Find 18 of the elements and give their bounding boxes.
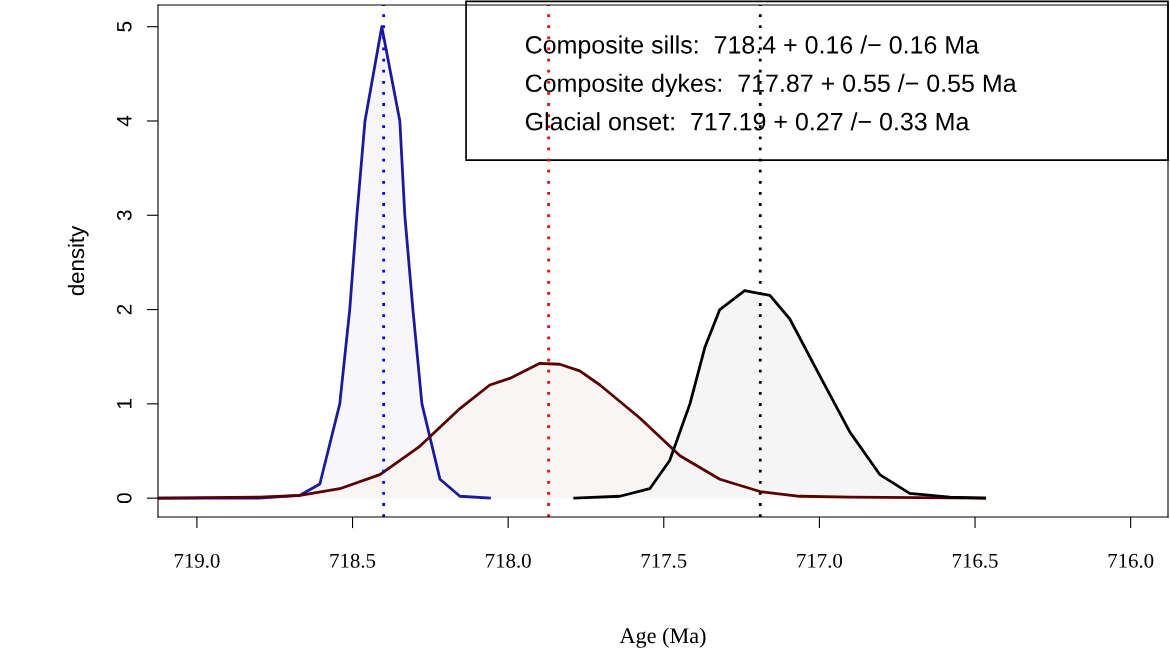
x-axis-title: Age (Ma) [619,627,706,648]
y-tick-label: 1 [117,399,132,409]
annotation: Glacial onset: 717.19 + 0.27 /− 0.33 Ma [525,112,970,131]
x-tick-label: 718.5 [330,553,376,568]
y-tick-label: 5 [117,21,132,32]
annotation: Composite sills: 718.4 + 0.16 /− 0.16 Ma [525,35,980,59]
x-tick-label: 718.0 [486,553,531,568]
x-tick-label: 717.5 [641,553,687,568]
y-tick-label: 4 [117,115,132,127]
y-tick-label: 3 [116,210,132,221]
y-tick-label: 0 [116,493,132,504]
y-axis-title: density [67,225,89,296]
x-tick-label: 716.5 [952,553,998,568]
y-tick-label: 2 [116,304,132,315]
annotation: Composite dykes: 717.87 + 0.55 /− 0.55 Ma [525,73,1017,98]
x-tick-label: 719.0 [174,553,220,568]
x-tick-label: 716.0 [1108,553,1154,568]
x-tick-label: 717.0 [797,553,843,568]
